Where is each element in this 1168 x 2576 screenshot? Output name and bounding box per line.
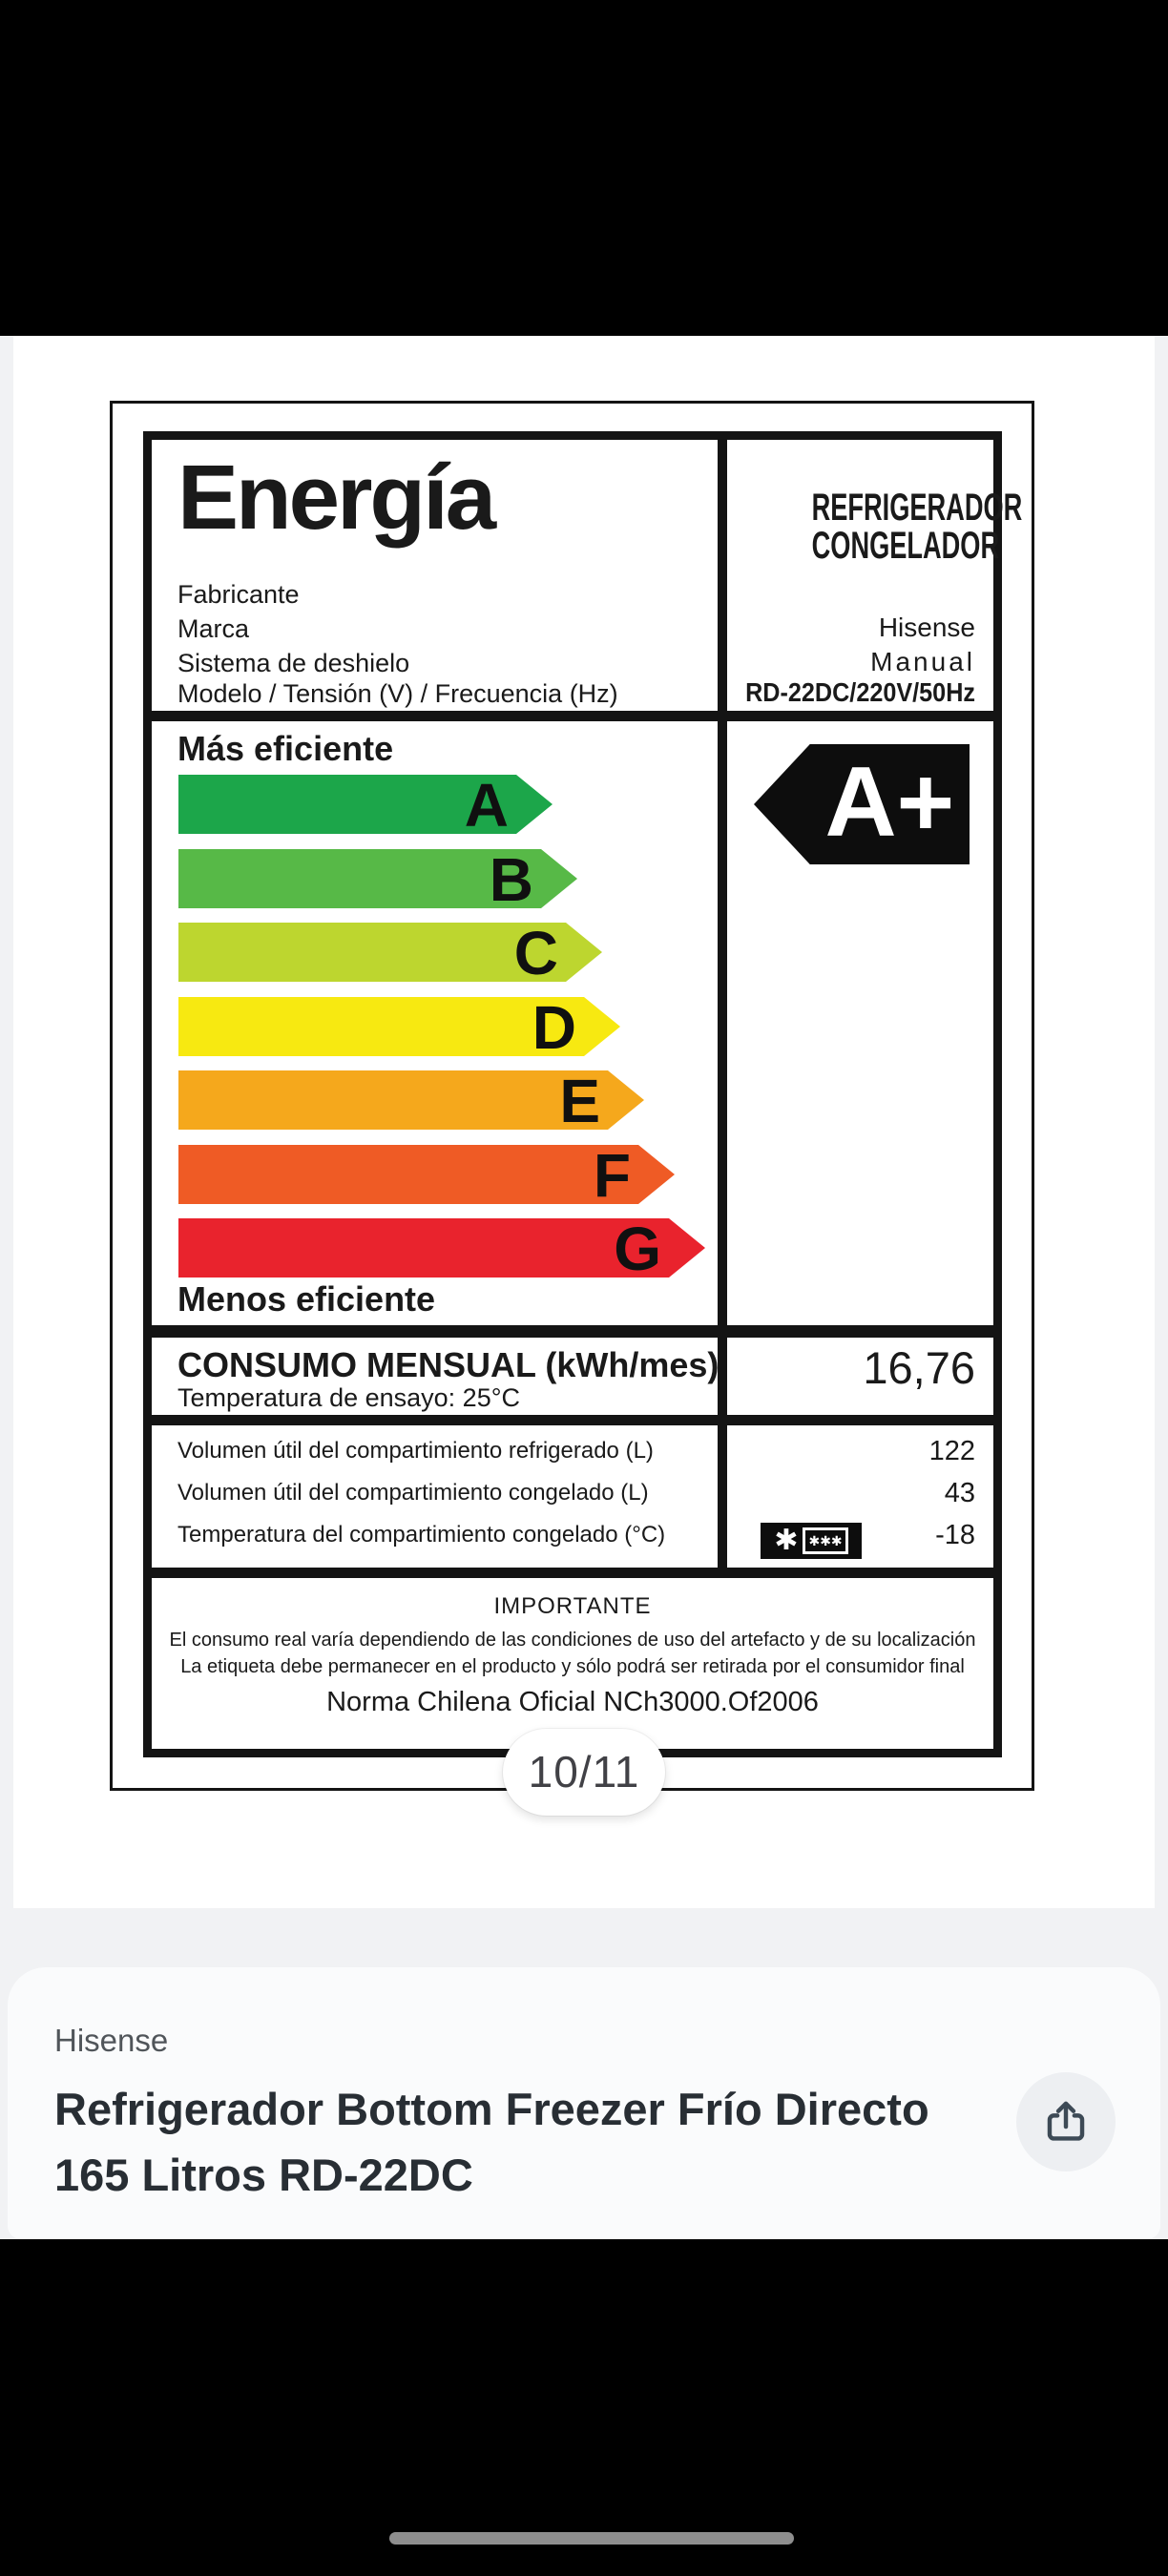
category-line-2: CONGELADOR <box>811 525 1000 567</box>
share-button[interactable] <box>1016 2072 1116 2171</box>
efficiency-bar-a: A <box>178 775 553 834</box>
efficiency-bar-g: G <box>178 1218 705 1278</box>
detail-frozen-volume-value: 43 <box>944 1478 975 1508</box>
efficiency-bar-f: F <box>178 1145 675 1204</box>
field-modelo: Modelo / Tensión (V) / Frecuencia (Hz) <box>177 679 618 708</box>
detail-refrigerated-volume: Volumen útil del compartimiento refriger… <box>177 1438 654 1464</box>
field-marca: Marca <box>177 614 250 643</box>
value-modelo: RD-22DC/220V/50Hz <box>745 677 975 707</box>
efficiency-bar-b: B <box>178 849 577 908</box>
label-divider-header <box>143 711 1002 721</box>
detail-freezer-temp-value: -18 <box>935 1520 975 1550</box>
important-line-2: La etiqueta debe permanecer en el produc… <box>180 1656 965 1677</box>
freezer-small-stars: ✱✱✱ <box>808 1533 843 1548</box>
label-divider-details <box>143 1568 1002 1578</box>
label-column-divider <box>718 431 727 1578</box>
grade-letter: F <box>593 1141 631 1210</box>
freezer-small-stars-box: ✱✱✱ <box>803 1527 848 1554</box>
efficiency-bar-d: D <box>178 997 620 1056</box>
norm-reference: Norma Chilena Oficial NCh3000.Of2006 <box>326 1687 819 1717</box>
value-deshielo: Manual <box>870 647 975 676</box>
consumption-sublabel: Temperatura de ensayo: 25°C <box>177 1383 521 1412</box>
field-deshielo: Sistema de deshielo <box>177 649 410 677</box>
share-icon <box>1039 2094 1093 2150</box>
label-divider-consumption <box>143 1415 1002 1425</box>
product-title: Refrigerador Bottom Freezer Frío Directo… <box>54 2084 929 2200</box>
efficiency-bar-e: E <box>178 1070 644 1130</box>
label-title: Energía <box>177 447 496 549</box>
grade-letter: A <box>464 771 509 840</box>
consumption-label: CONSUMO MENSUAL (kWh/mes) <box>177 1345 720 1384</box>
value-marca: Hisense <box>878 613 975 642</box>
consumption-value: 16,76 <box>863 1342 975 1393</box>
label-divider-scale <box>143 1325 1002 1338</box>
bottom-black-band <box>0 2239 1168 2576</box>
freezer-big-star: ✱ <box>774 1525 799 1556</box>
home-indicator[interactable] <box>389 2532 794 2545</box>
grade-letter: C <box>513 919 558 987</box>
freezer-star-rating-icon: ✱ ✱✱✱ <box>761 1523 862 1559</box>
detail-frozen-volume: Volumen útil del compartimiento congelad… <box>177 1480 649 1506</box>
grade-letter: G <box>614 1215 661 1283</box>
energy-rating-value: A+ <box>824 747 955 858</box>
efficiency-bar-c: C <box>178 923 602 982</box>
less-efficient-label: Menos eficiente <box>177 1279 436 1319</box>
important-line-1: El consumo real varía dependiendo de las… <box>169 1630 976 1651</box>
grade-letter: D <box>532 993 576 1062</box>
grade-letter: E <box>559 1067 600 1135</box>
status-bar-black-band <box>0 0 1168 336</box>
detail-freezer-temp: Temperatura del compartimiento congelado… <box>177 1522 666 1548</box>
appliance-category: REFRIGERADOR CONGELADOR <box>811 487 1023 567</box>
product-brand: Hisense <box>54 2023 169 2058</box>
important-heading: IMPORTANTE <box>493 1593 652 1619</box>
field-fabricante: Fabricante <box>177 580 300 609</box>
more-efficient-label: Más eficiente <box>177 729 394 768</box>
grade-letter: B <box>489 845 533 914</box>
product-info-card <box>8 1967 1160 2239</box>
image-pager-indicator: 10/11 <box>503 1729 665 1816</box>
category-line-1: REFRIGERADOR <box>811 487 1023 529</box>
detail-refrigerated-volume-value: 122 <box>928 1436 975 1466</box>
